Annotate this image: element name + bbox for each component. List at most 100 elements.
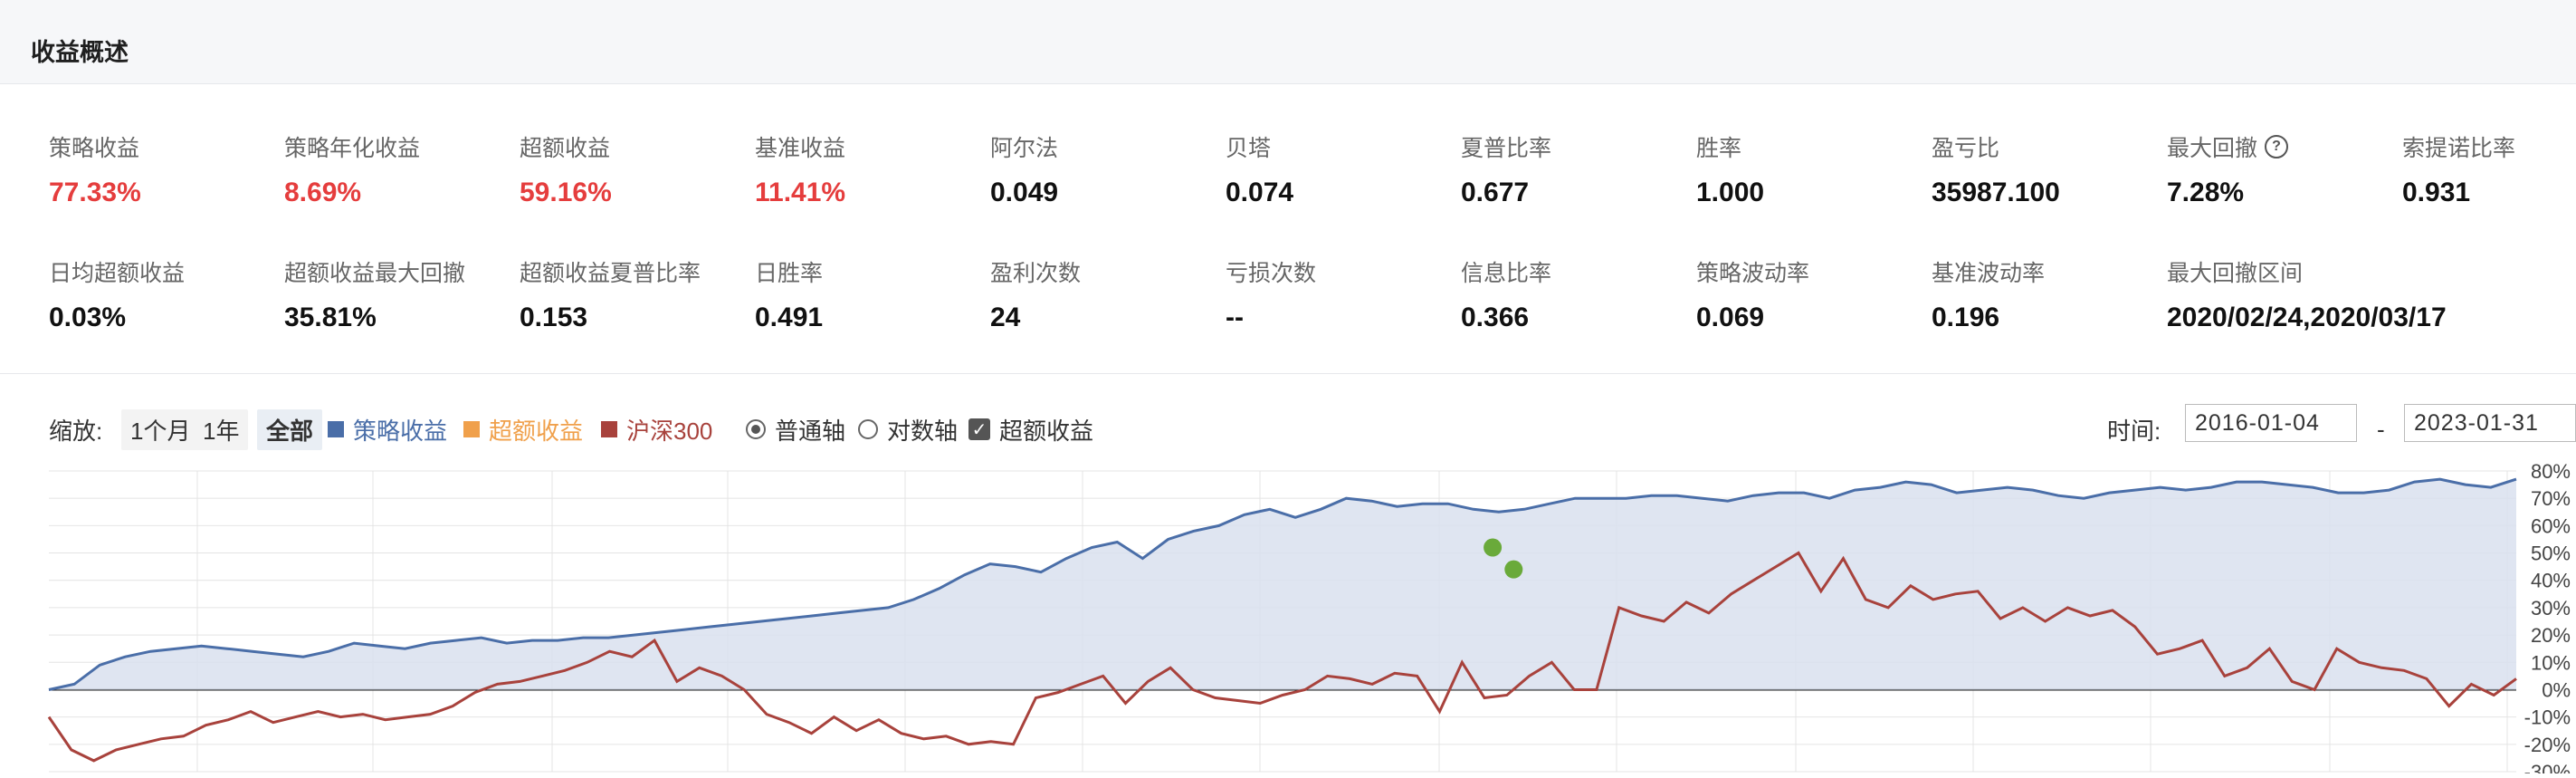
y-tick-label: 0% — [2542, 678, 2571, 701]
metric-item: 基准波动率 0.196 — [1932, 255, 2158, 333]
strategy-series-line — [48, 477, 2517, 691]
metric-value: 0.491 — [755, 303, 824, 332]
metric-label: 阿尔法 — [990, 130, 1216, 163]
metric-label: 贝塔 — [1226, 130, 1452, 163]
metric-value: 0.069 — [1696, 303, 1765, 332]
metric-label-text: 索提诺比率 — [2402, 136, 2516, 161]
metric-label-text: 超额收益夏普比率 — [520, 261, 701, 286]
metric-label: 信息比率 — [1461, 255, 1687, 288]
metric-value: 8.69% — [284, 178, 362, 207]
y-tick-label: 30% — [2531, 597, 2571, 620]
y-tick-label: -20% — [2524, 734, 2571, 756]
show-excess-checkbox[interactable]: ✓ 超额收益 — [968, 409, 1093, 449]
metric-label-text: 基准收益 — [755, 136, 846, 161]
y-tick-label: -10% — [2524, 706, 2571, 729]
metric-label: 基准收益 — [755, 130, 981, 163]
help-icon[interactable]: ? — [2265, 135, 2289, 158]
metric-label: 盈利次数 — [990, 255, 1216, 288]
metric-item: 亏损次数 -- — [1226, 255, 1452, 333]
metric-label: 基准波动率 — [1932, 255, 2158, 288]
metric-value: 0.049 — [990, 178, 1059, 207]
metrics-panel: 策略收益 77.33% 策略年化收益 8.69% 超额收益 59.16% 基准收益 11.41… — [0, 83, 2576, 374]
legend-strategy[interactable]: 策略收益 — [328, 409, 447, 449]
metric-item: 超额收益夏普比率 0.153 — [520, 255, 746, 333]
legend-benchmark-swatch — [601, 421, 617, 437]
metric-item: 策略收益 77.33% — [49, 130, 275, 208]
metric-label-text: 日均超额收益 — [49, 261, 186, 286]
range-all-button[interactable]: 全部 — [257, 408, 323, 450]
metric-label-text: 策略年化收益 — [284, 136, 421, 161]
drawdown-marker — [1484, 538, 1503, 557]
metric-label: 超额收益 — [520, 130, 746, 163]
axis-normal-label: 普通轴 — [775, 417, 846, 445]
metric-value: 59.16% — [520, 178, 612, 207]
metric-item: 超额收益最大回撤 35.81% — [284, 255, 510, 333]
metric-value: 35.81% — [284, 303, 377, 332]
zoom-label: 缩放: — [49, 417, 103, 445]
metric-value: 1.000 — [1696, 178, 1765, 207]
metric-label-text: 策略波动率 — [1696, 261, 1810, 286]
metric-item: 贝塔 0.074 — [1226, 130, 1452, 208]
range-1m-button[interactable]: 1个月 — [121, 408, 200, 450]
end-date-input[interactable] — [2404, 404, 2576, 442]
y-tick-label: 10% — [2531, 651, 2571, 674]
metric-item: 盈亏比 35987.100 — [1932, 130, 2158, 208]
start-date-input[interactable] — [2185, 404, 2357, 442]
axis-log-radio[interactable]: 对数轴 — [858, 409, 958, 449]
legend-benchmark-label: 沪深300 — [626, 417, 713, 445]
legend-benchmark[interactable]: 沪深300 — [601, 409, 712, 449]
legend-strategy-swatch — [328, 421, 344, 437]
metric-label-text: 贝塔 — [1226, 136, 1272, 161]
metric-label-text: 胜率 — [1696, 136, 1742, 161]
metric-label-text: 超额收益最大回撤 — [284, 261, 466, 286]
metric-item: 策略年化收益 8.69% — [284, 130, 510, 208]
metric-value: 0.03% — [49, 303, 127, 332]
returns-chart-svg: 80% 70% 60% 50% 40% 30% 20% 10% 0% -10% -20% -30% — [47, 460, 2571, 778]
radio-checked-icon — [746, 419, 766, 439]
metric-value: 0.366 — [1461, 303, 1530, 332]
metric-value: 0.074 — [1226, 178, 1294, 207]
page-title: 收益概述 — [31, 39, 129, 66]
axis-normal-radio[interactable]: 普通轴 — [746, 409, 845, 449]
metric-label-text: 信息比率 — [1461, 261, 1552, 286]
metric-label: 日胜率 — [755, 255, 981, 288]
metric-label-text: 超额收益 — [520, 136, 611, 161]
metric-label-text: 最大回撤 — [2167, 136, 2258, 161]
metric-item: 基准收益 11.41% — [755, 130, 981, 208]
header-bar: 收益概述 — [0, 0, 2576, 84]
metric-value: 35987.100 — [1932, 178, 2060, 207]
metric-value: 7.28% — [2167, 178, 2245, 207]
y-tick-label: 60% — [2531, 514, 2571, 537]
metric-item: 日均超额收益 0.03% — [49, 255, 275, 333]
metric-item: 信息比率 0.366 — [1461, 255, 1687, 333]
metric-item: 策略波动率 0.069 — [1696, 255, 1922, 333]
metric-value: 0.931 — [2402, 178, 2471, 207]
metric-item: 胜率 1.000 — [1696, 130, 1922, 208]
metric-value: -- — [1226, 303, 1244, 332]
date-separator: - — [2377, 415, 2385, 443]
legend-excess[interactable]: 超额收益 — [463, 409, 583, 449]
metric-value: 77.33% — [49, 178, 141, 207]
metric-value: 0.153 — [520, 303, 588, 332]
metric-label: 胜率 — [1696, 130, 1922, 163]
y-tick-label: 40% — [2531, 570, 2571, 592]
metric-label-text: 盈利次数 — [990, 261, 1082, 286]
metric-label: 超额收益夏普比率 — [520, 255, 746, 288]
metric-label: 超额收益最大回撤 — [284, 255, 510, 288]
metric-label-text: 最大回撤区间 — [2167, 261, 2304, 286]
time-label: 时间: — [2107, 417, 2161, 445]
metric-label: 亏损次数 — [1226, 255, 1452, 288]
y-tick-label: -30% — [2524, 761, 2571, 773]
legend-strategy-label: 策略收益 — [353, 417, 448, 445]
y-tick-label: 20% — [2531, 624, 2571, 647]
benchmark-series-line — [47, 551, 2517, 763]
y-tick-label: 50% — [2531, 543, 2571, 565]
metric-item: 最大回撤区间 2020/02/24,2020/03/17 — [2167, 255, 2447, 333]
legend-excess-label: 超额收益 — [489, 417, 584, 445]
metric-label: 最大回撤区间 — [2167, 255, 2393, 288]
range-1y-button[interactable]: 1年 — [194, 408, 249, 450]
metric-label: 日均超额收益 — [49, 255, 275, 288]
show-excess-label: 超额收益 — [999, 417, 1094, 445]
metric-item: 日胜率 0.491 — [755, 255, 981, 333]
